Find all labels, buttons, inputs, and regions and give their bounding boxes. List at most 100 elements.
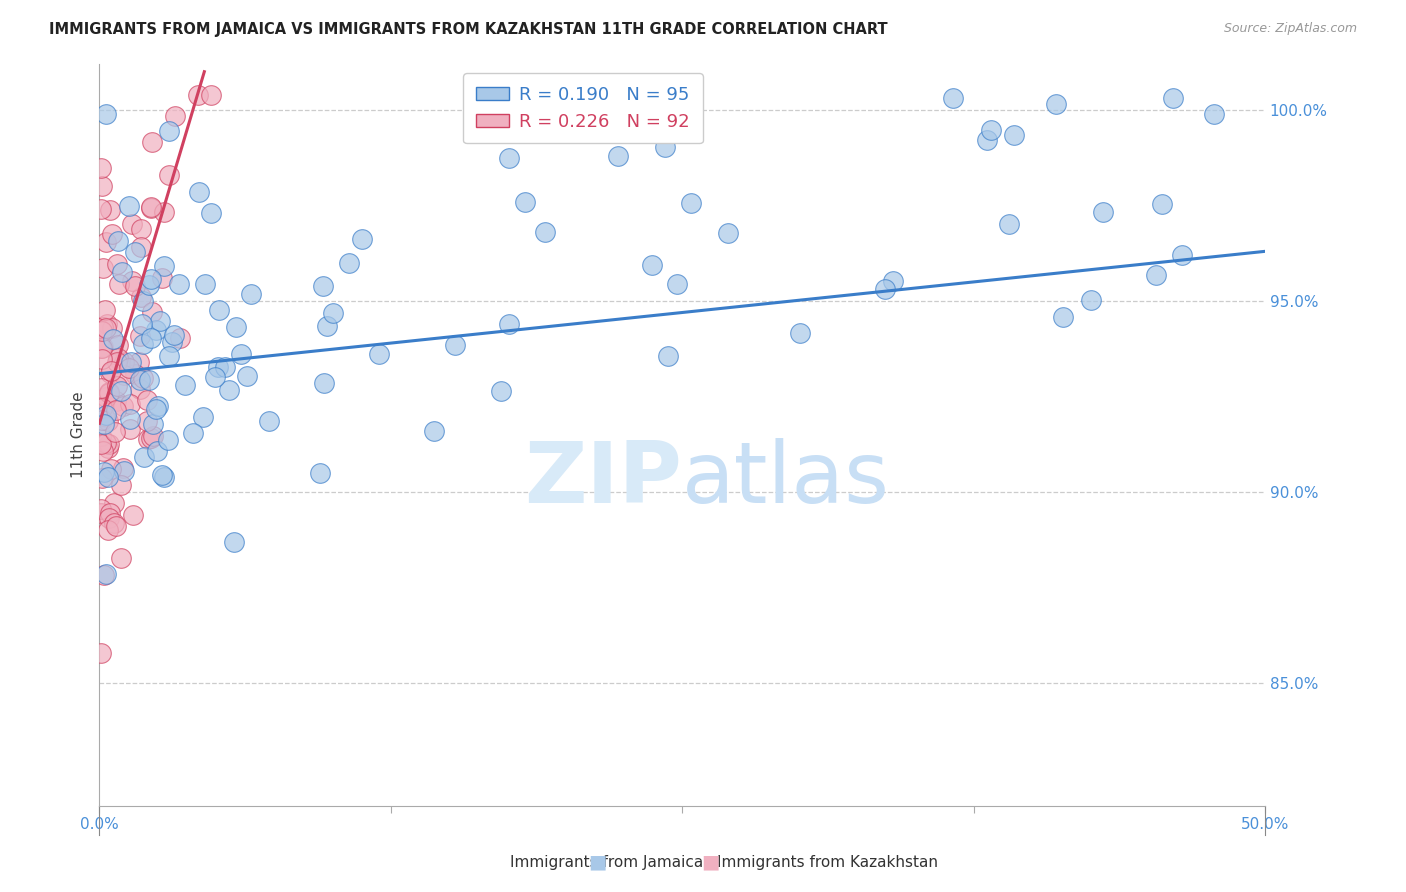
Point <box>200 206 222 220</box>
Point <box>97 523 120 537</box>
Point <box>942 91 965 105</box>
Point <box>90 401 112 415</box>
Point <box>129 240 152 254</box>
Point <box>187 87 209 102</box>
Point <box>236 368 259 383</box>
Point <box>97 414 120 428</box>
Point <box>90 502 112 516</box>
Point <box>515 194 537 209</box>
Point <box>90 646 112 660</box>
Point <box>423 424 446 438</box>
Point <box>104 518 127 533</box>
Point <box>224 535 246 549</box>
Point <box>104 425 127 439</box>
Point <box>90 381 112 395</box>
Point <box>240 287 263 301</box>
Point <box>107 379 129 393</box>
Y-axis label: 11th Grade: 11th Grade <box>72 392 86 478</box>
Point <box>789 326 811 340</box>
Point <box>1052 310 1074 324</box>
Point <box>93 417 115 432</box>
Point <box>124 279 146 293</box>
Point <box>174 378 197 392</box>
Point <box>1150 197 1173 211</box>
Point <box>100 364 122 378</box>
Point <box>98 366 121 380</box>
Point <box>90 429 112 443</box>
Point <box>312 279 335 293</box>
Point <box>90 437 112 451</box>
Point <box>141 305 163 319</box>
Point <box>101 332 124 346</box>
Point <box>103 516 125 530</box>
Point <box>105 355 128 369</box>
Point <box>150 468 173 483</box>
Point <box>107 277 129 291</box>
Point <box>134 450 156 465</box>
Point <box>136 414 159 428</box>
Text: atlas: atlas <box>682 438 890 521</box>
Point <box>91 352 114 367</box>
Point <box>207 359 229 374</box>
Point <box>607 149 630 163</box>
Point <box>93 568 115 582</box>
Point <box>120 355 142 369</box>
Point <box>90 341 112 355</box>
Point <box>93 409 115 423</box>
Point <box>1002 128 1025 143</box>
Point <box>654 139 676 153</box>
Point <box>153 470 176 484</box>
Point <box>309 466 332 480</box>
Point <box>489 384 512 398</box>
Point <box>229 347 252 361</box>
Point <box>93 465 115 479</box>
Point <box>108 354 131 368</box>
Point <box>141 201 163 215</box>
Point <box>498 318 520 332</box>
Point <box>160 334 183 349</box>
Point <box>91 325 114 339</box>
Point <box>142 417 165 432</box>
Point <box>138 373 160 387</box>
Point <box>534 225 557 239</box>
Point <box>91 319 114 334</box>
Text: Immigrants from Jamaica: Immigrants from Jamaica <box>510 855 703 870</box>
Point <box>121 218 143 232</box>
Point <box>141 200 163 214</box>
Point <box>316 318 339 333</box>
Point <box>90 470 112 484</box>
Point <box>100 227 122 241</box>
Point <box>100 462 122 476</box>
Point <box>157 124 180 138</box>
Point <box>90 179 112 194</box>
Point <box>101 321 124 335</box>
Point <box>131 221 153 235</box>
Text: IMMIGRANTS FROM JAMAICA VS IMMIGRANTS FROM KAZAKHSTAN 11TH GRADE CORRELATION CHA: IMMIGRANTS FROM JAMAICA VS IMMIGRANTS FR… <box>49 22 887 37</box>
Point <box>498 151 520 165</box>
Point <box>94 235 117 249</box>
Point <box>111 400 134 414</box>
Point <box>149 313 172 327</box>
Point <box>110 478 132 492</box>
Point <box>1080 293 1102 308</box>
Point <box>998 217 1021 231</box>
Point <box>191 410 214 425</box>
Point <box>204 369 226 384</box>
Point <box>105 394 128 409</box>
Point <box>105 257 128 271</box>
Point <box>97 441 120 455</box>
Point <box>90 161 112 175</box>
Point <box>128 329 150 343</box>
Point <box>131 290 153 304</box>
Point <box>169 331 191 345</box>
Point <box>94 435 117 450</box>
Point <box>96 390 118 404</box>
Point <box>120 397 142 411</box>
Point <box>112 368 135 383</box>
Point <box>120 421 142 435</box>
Point <box>188 185 211 199</box>
Point <box>153 205 176 219</box>
Point <box>107 338 129 352</box>
Point <box>124 245 146 260</box>
Point <box>352 231 374 245</box>
